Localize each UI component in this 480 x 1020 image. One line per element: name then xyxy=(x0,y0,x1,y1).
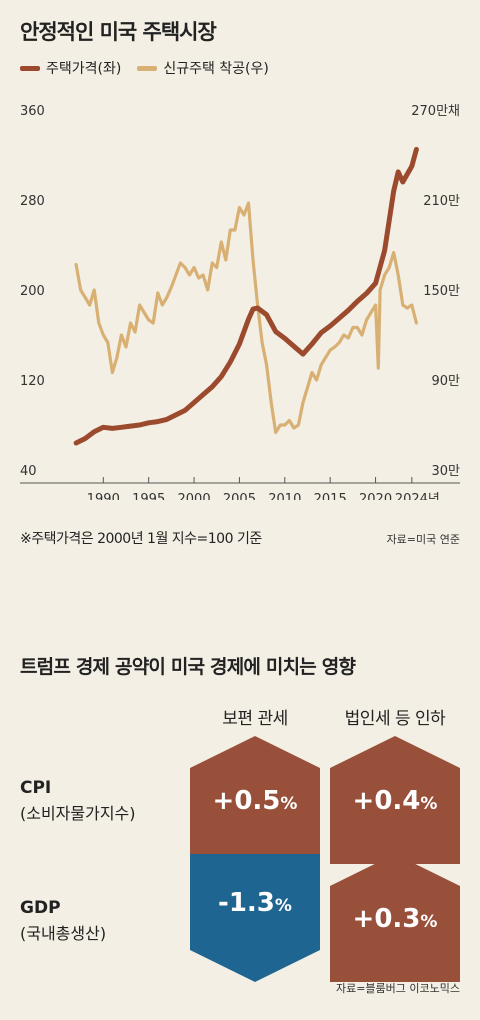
impact-value-unit: % xyxy=(274,896,292,916)
legend-label-starts: 신규주택 착공(우) xyxy=(163,61,269,77)
x-tick-label: 2005 xyxy=(223,492,256,500)
row-label-cpi-main: CPI xyxy=(20,778,52,798)
x-tick-label: 2000 xyxy=(178,492,211,500)
impact-value: -1.3% xyxy=(190,888,320,918)
impact-value-unit: % xyxy=(280,794,298,814)
impact-value-number: +0.4 xyxy=(352,786,421,816)
row-label-gdp: GDP (국내총생산) xyxy=(20,896,106,946)
x-tick-label: 1990 xyxy=(87,492,120,500)
x-tick-label: 2015 xyxy=(314,492,347,500)
impact-value-number: +0.3 xyxy=(352,904,421,934)
chart-title: 안정적인 미국 주택시장 xyxy=(20,20,217,44)
legend-label-price: 주택가격(좌) xyxy=(46,61,122,77)
y-left-tick-label: 200 xyxy=(20,284,45,299)
column-header-tax-cut: 법인세 등 인하 xyxy=(344,709,446,729)
y-right-tick-label: 270만채 xyxy=(411,104,460,119)
x-tick-label: 1995 xyxy=(132,492,165,500)
y-left-tick-label: 360 xyxy=(20,104,45,119)
impact-value-unit: % xyxy=(420,912,438,932)
chart-footnote: ※주택가격은 2000년 1월 지수=100 기준 xyxy=(20,531,262,547)
y-right-tick-label: 210만 xyxy=(423,194,460,209)
y-right-tick-label: 150만 xyxy=(423,284,460,299)
chart-source: 자료=미국 연준 xyxy=(386,533,460,546)
impact-value: +0.4% xyxy=(330,786,460,816)
legend-swatch-price xyxy=(20,65,40,71)
impact-shape-down xyxy=(190,854,320,982)
impact-value-number: +0.5 xyxy=(212,786,281,816)
section2-title: 트럼프 경제 공약이 미국 경제에 미치는 영향 xyxy=(20,656,356,678)
impact-cell-gdp-2: +0.3% xyxy=(330,854,460,982)
column-header-tariff: 보편 관세 xyxy=(222,709,288,729)
impact-value-unit: % xyxy=(420,794,438,814)
legend-item-price: 주택가격(좌) xyxy=(20,58,121,78)
line-chart: 40 120 200 280 360 30만 90만 150만 210만 270만채 1990 199… xyxy=(20,104,460,500)
impact-shape-up xyxy=(330,854,460,982)
impact-value: +0.5% xyxy=(190,786,320,816)
impact-value: +0.3% xyxy=(330,904,460,934)
row-label-cpi: CPI (소비자물가지수) xyxy=(20,776,136,826)
x-tick-label: 2020 xyxy=(359,492,392,500)
legend-item-starts: 신규주택 착공(우) xyxy=(137,58,269,78)
chart-legend: 주택가격(좌) 신규주택 착공(우) xyxy=(20,58,269,78)
y-right-tick-label: 90만 xyxy=(431,374,460,389)
x-tick-label: 2010 xyxy=(268,492,301,500)
impact-cell-gdp-1: -1.3% xyxy=(190,854,320,982)
y-right-tick-label: 30만 xyxy=(431,464,460,479)
impact-cell-cpi-1: +0.5% xyxy=(190,736,320,864)
table-source: 자료=블룸버그 이코노믹스 xyxy=(335,982,460,995)
series-line-starts xyxy=(74,201,418,435)
impact-shape-up xyxy=(330,736,460,864)
row-label-gdp-sub: (국내총생산) xyxy=(20,924,107,943)
y-left-tick-label: 280 xyxy=(20,194,45,209)
series-line-price xyxy=(73,146,419,446)
impact-value-number: -1.3 xyxy=(218,888,275,918)
y-left-tick-label: 120 xyxy=(20,374,45,389)
legend-swatch-starts xyxy=(137,65,158,71)
row-label-cpi-sub: (소비자물가지수) xyxy=(20,804,136,823)
impact-shape-up xyxy=(190,736,320,864)
x-tick-label: 2024년 xyxy=(395,492,440,500)
row-label-gdp-main: GDP xyxy=(20,898,61,918)
y-left-tick-label: 40 xyxy=(20,464,37,479)
impact-cell-cpi-2: +0.4% xyxy=(330,736,460,864)
